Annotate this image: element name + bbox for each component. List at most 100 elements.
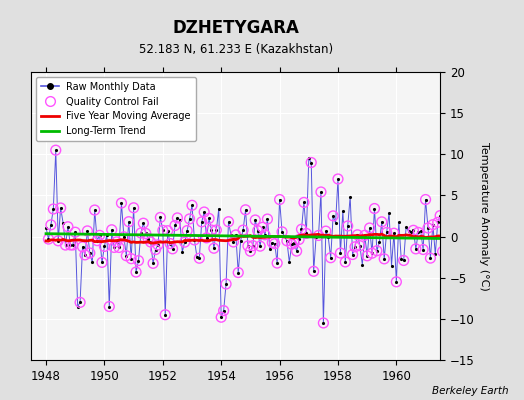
Point <box>242 207 250 213</box>
Point <box>95 232 104 238</box>
Point <box>436 212 444 219</box>
Point <box>144 236 152 242</box>
Point <box>141 230 150 237</box>
Point <box>426 255 434 261</box>
Point <box>224 218 233 225</box>
Point <box>380 256 388 262</box>
Point <box>443 226 452 232</box>
Point <box>302 230 311 237</box>
Point <box>183 227 191 234</box>
Point <box>424 225 432 231</box>
Point <box>139 220 148 226</box>
Point <box>159 227 167 234</box>
Point <box>334 176 342 182</box>
Point <box>370 205 379 212</box>
Point <box>263 216 271 222</box>
Point <box>161 312 169 318</box>
Point <box>156 214 165 221</box>
Point <box>278 229 286 235</box>
Point <box>217 314 225 320</box>
Point <box>76 299 84 306</box>
Point <box>93 238 101 244</box>
Point <box>373 248 381 254</box>
Point <box>57 205 65 211</box>
Point <box>163 228 172 234</box>
Point <box>390 230 398 236</box>
Point <box>307 159 315 166</box>
Point <box>288 241 296 247</box>
Point <box>61 242 70 248</box>
Point <box>71 229 80 235</box>
Point <box>365 225 374 231</box>
Point <box>202 235 211 241</box>
Point <box>322 228 330 234</box>
Point <box>47 222 55 228</box>
Point <box>154 242 162 248</box>
Point <box>220 308 228 314</box>
Point <box>421 196 430 203</box>
Point <box>79 244 87 250</box>
Point <box>171 222 179 229</box>
Point <box>412 246 420 252</box>
Point <box>378 219 386 225</box>
Point <box>292 248 301 254</box>
Point <box>310 268 318 274</box>
Point <box>137 230 145 236</box>
Point <box>91 207 99 213</box>
Point <box>205 215 213 222</box>
Point <box>119 234 128 240</box>
Point <box>254 228 262 234</box>
Point <box>100 243 108 250</box>
Point <box>105 303 114 310</box>
Point <box>276 196 284 203</box>
Point <box>188 202 196 208</box>
Point <box>132 269 140 275</box>
Point <box>251 217 259 223</box>
Point <box>210 245 218 252</box>
Point <box>273 260 281 266</box>
Point <box>368 250 376 256</box>
Point <box>392 279 400 285</box>
Point <box>122 252 130 259</box>
Point <box>113 239 121 245</box>
Point <box>127 256 135 262</box>
Point <box>268 239 277 246</box>
Point <box>258 224 267 230</box>
Point <box>125 218 133 225</box>
Point <box>222 281 230 287</box>
Point <box>166 240 174 247</box>
Point <box>326 254 335 261</box>
Point <box>361 232 369 238</box>
Point <box>429 222 437 228</box>
Point <box>317 189 325 195</box>
Point <box>256 243 264 249</box>
Point <box>356 242 364 249</box>
Point <box>261 232 269 238</box>
Point <box>134 258 143 264</box>
Point <box>98 259 106 266</box>
Point <box>83 228 92 234</box>
Point <box>336 250 345 256</box>
Point <box>234 269 243 276</box>
Point <box>283 238 291 244</box>
Point <box>351 244 359 250</box>
Point <box>344 223 352 229</box>
Point <box>239 227 247 233</box>
Point <box>64 224 72 230</box>
Point <box>212 227 221 233</box>
Point <box>69 242 77 248</box>
Point <box>117 200 126 206</box>
Point <box>419 246 428 253</box>
Point <box>448 199 456 206</box>
Y-axis label: Temperature Anomaly (°C): Temperature Anomaly (°C) <box>478 142 488 290</box>
Point <box>414 229 422 236</box>
Point <box>51 147 60 153</box>
Point <box>181 239 189 245</box>
Point <box>232 232 240 238</box>
Point <box>319 320 328 326</box>
Point <box>190 237 199 243</box>
Point <box>129 204 138 211</box>
Point <box>409 227 418 234</box>
Point <box>353 232 362 238</box>
Point <box>439 248 447 255</box>
